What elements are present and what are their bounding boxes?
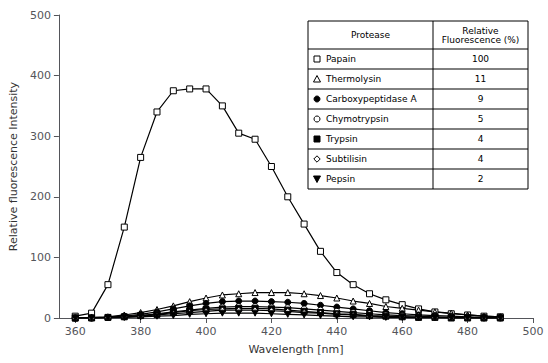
svg-text:Pepsin: Pepsin [326, 174, 355, 184]
svg-text:Relative: Relative [462, 25, 499, 36]
svg-text:300: 300 [30, 130, 51, 143]
svg-text:200: 200 [30, 190, 51, 203]
svg-text:100: 100 [30, 251, 51, 264]
svg-text:Fluorescence (%): Fluorescence (%) [442, 35, 520, 45]
svg-text:100: 100 [472, 54, 489, 64]
svg-text:5: 5 [478, 114, 484, 124]
svg-text:Relative fluorescence Intensit: Relative fluorescence Intensity [7, 81, 20, 251]
svg-text:Carboxypeptidase A: Carboxypeptidase A [326, 94, 417, 104]
svg-text:440: 440 [326, 325, 347, 338]
svg-text:Wavelength [nm]: Wavelength [nm] [248, 343, 343, 356]
svg-text:400: 400 [196, 325, 217, 338]
svg-text:480: 480 [457, 325, 478, 338]
svg-text:460: 460 [392, 325, 413, 338]
svg-text:400: 400 [30, 69, 51, 82]
svg-text:4: 4 [478, 134, 484, 144]
svg-text:4: 4 [478, 154, 484, 164]
svg-text:2: 2 [478, 174, 484, 184]
svg-text:Subtilisin: Subtilisin [326, 154, 367, 164]
svg-text:11: 11 [475, 74, 486, 84]
svg-text:500: 500 [523, 325, 544, 338]
svg-text:9: 9 [478, 94, 484, 104]
svg-text:0: 0 [44, 312, 51, 325]
svg-text:Trypsin: Trypsin [325, 134, 358, 144]
svg-text:500: 500 [30, 9, 51, 22]
svg-text:360: 360 [65, 325, 86, 338]
svg-text:380: 380 [130, 325, 151, 338]
svg-text:Protease: Protease [351, 30, 391, 40]
svg-text:Chymotrypsin: Chymotrypsin [326, 114, 389, 124]
svg-text:420: 420 [261, 325, 282, 338]
svg-text:Thermolysin: Thermolysin [325, 74, 381, 84]
svg-text:Papain: Papain [326, 54, 356, 64]
